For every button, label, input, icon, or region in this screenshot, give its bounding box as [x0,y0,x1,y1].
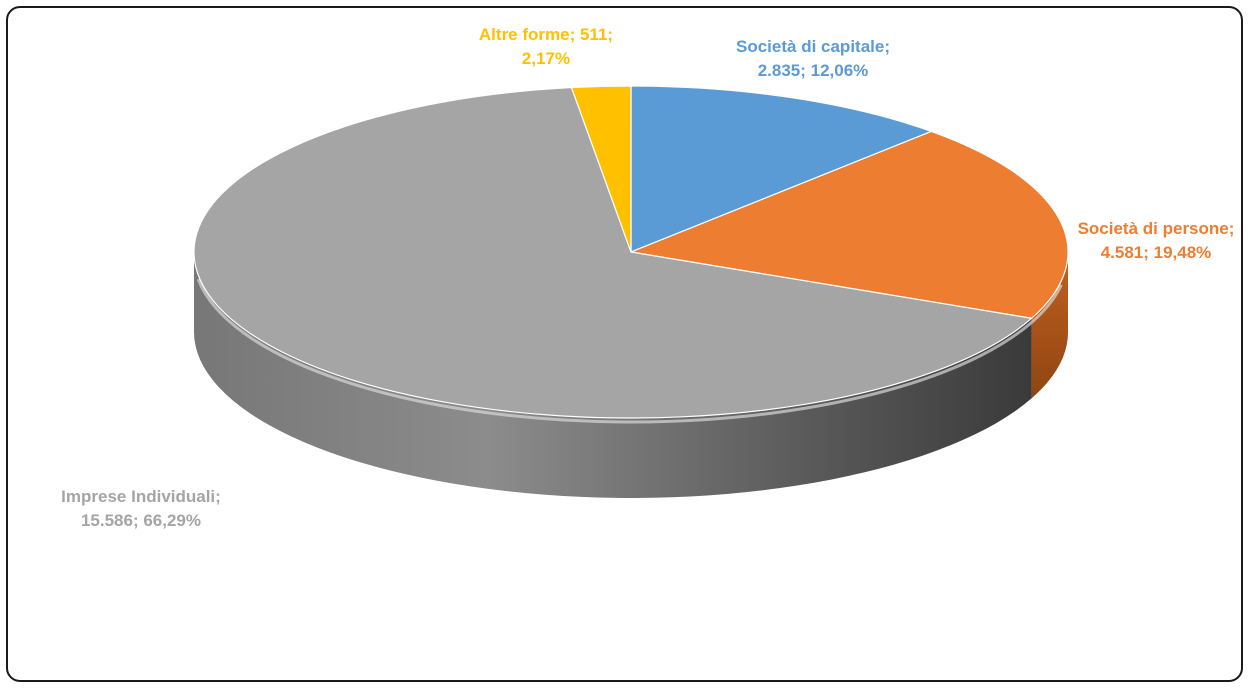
chart-frame: Società di capitale; 2.835; 12,06% Società… [6,6,1243,682]
pie-label-layer: Società di capitale; 2.835; 12,06% Società… [61,25,1234,530]
pie-top-layer [193,85,1069,419]
pie-slice-altre-forme [570,85,632,253]
pie-slice-societa-di-persone [628,130,1069,319]
pie-chart: Società di capitale; 2.835; 12,06% Società… [61,25,1234,530]
data-label-altre-forme: Altre forme; 511; 2,17% [479,25,613,68]
pie-slice-societa-di-capitale [630,85,933,253]
pie-side-imprese-individuali [194,252,1032,498]
pie-rim-highlight [196,278,1063,424]
data-label-societa-di-persone: Società di persone; 4.581; 19,48% [1078,219,1235,262]
pie-slice-imprese-individuali [193,86,1033,419]
data-label-societa-di-capitale: Società di capitale; 2.835; 12,06% [736,37,890,80]
data-label-imprese-individuali: Imprese Individuali; 15.586; 66,29% [61,487,221,530]
pie-side-layer [194,252,1068,498]
